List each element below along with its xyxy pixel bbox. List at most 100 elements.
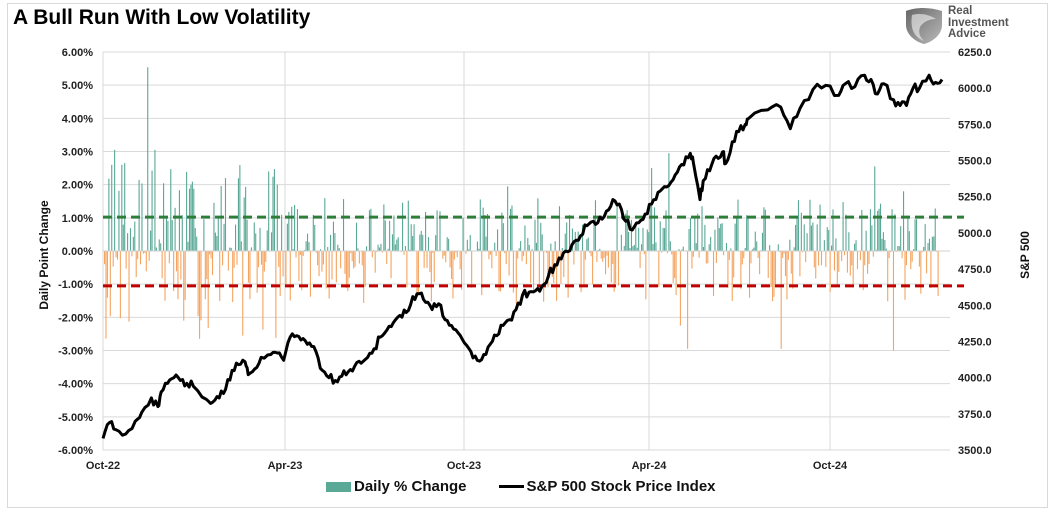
bar [782,251,784,258]
bar [435,235,437,251]
bar [879,203,882,251]
bar [597,249,599,251]
bar [429,251,431,273]
bar [823,240,825,251]
bar [623,245,625,251]
bar [354,251,356,267]
bar [576,240,578,251]
bar [391,234,394,251]
y-left-tick-label: 2.00% [62,180,93,192]
bar [210,251,212,259]
y-right-tick-label: 3750.0 [958,409,992,421]
y-left-tick-label: 3.00% [62,147,93,159]
bar [296,209,299,251]
bar [482,207,484,251]
bar [337,244,339,251]
y-left-tick-label: 6.00% [62,47,93,59]
bar [590,251,592,257]
bar [469,235,471,251]
bar [878,208,880,251]
bar [681,249,683,251]
bar [478,248,480,251]
bar [266,230,268,251]
bar [240,241,242,251]
bar [383,204,385,251]
bar [235,224,237,251]
bar [669,241,671,251]
bar [705,251,707,264]
bar [237,178,239,251]
bar [344,251,346,274]
bar [425,211,427,251]
bar [116,251,119,260]
bar [417,251,419,294]
bar [584,251,586,260]
bar [171,220,173,251]
bar [282,251,284,277]
bar [348,251,350,278]
bar [288,211,290,251]
bar [127,233,129,251]
bar [874,166,876,251]
bar [720,223,722,251]
bar [587,237,589,251]
bar [453,251,455,260]
bar [855,240,857,251]
bar [934,208,936,251]
bar [792,251,794,289]
bar [314,224,316,251]
bar [652,244,654,251]
bar [887,251,889,302]
bar [675,251,677,296]
bar [308,242,310,251]
bar [910,251,912,270]
bar [239,165,241,251]
bar [387,248,389,251]
bar [404,246,406,251]
bar [315,251,317,253]
bar [802,251,804,253]
bar [710,236,712,251]
bar [550,243,552,251]
bar [412,235,414,251]
bar [373,249,375,251]
bar [852,251,854,287]
bar [593,215,595,251]
bar [734,223,736,251]
bar [148,251,150,261]
bar [548,251,550,279]
bar [165,216,168,251]
bar [250,247,252,251]
bar [521,251,523,262]
bar [655,242,657,251]
bar [530,251,532,283]
bar [721,223,723,251]
bar [633,244,635,251]
bar [727,251,729,288]
y-axis-right-title: S&P 500 [1018,231,1032,279]
bar [278,251,280,267]
bar [243,197,245,251]
bar [897,246,899,251]
bar [279,251,281,296]
bar [630,219,633,251]
bar [882,232,884,251]
bar [108,178,110,251]
bar [717,217,719,251]
bar [635,221,637,251]
bar [731,251,733,301]
daily-change-bars [103,67,950,351]
bar [455,251,457,253]
bar [672,251,674,283]
bar [309,251,311,297]
y-left-tick-label: 0.00% [62,246,93,258]
bar [122,224,124,251]
bar [222,251,224,266]
bar [236,251,238,265]
bar [394,244,396,251]
bar [193,188,195,251]
bar [304,249,306,251]
bar [528,244,530,251]
bar [327,247,329,251]
bar [204,251,206,300]
